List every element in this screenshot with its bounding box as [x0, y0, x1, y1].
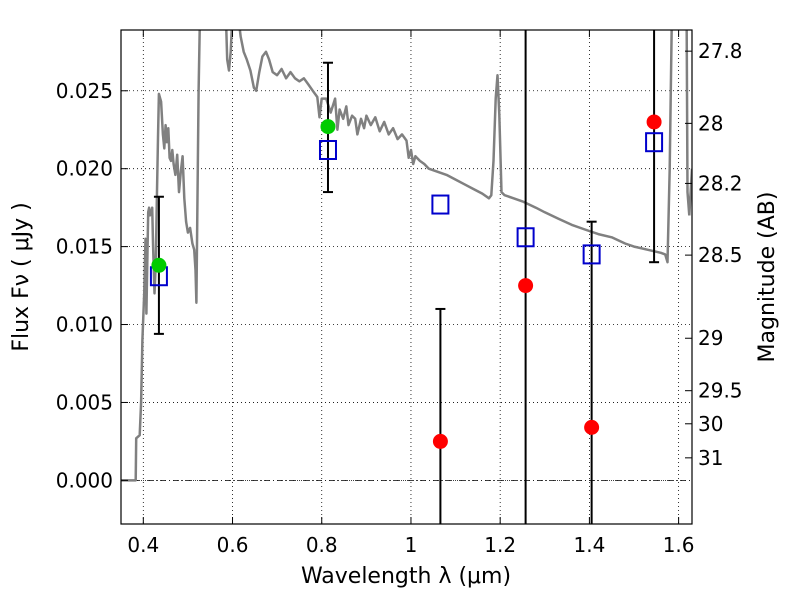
magnitude-tick-label: 31: [698, 446, 723, 470]
model-photometry-square: [318, 139, 337, 160]
y-axis-ticks: 0.000 0.005 0.010 0.015 0.020 0.025: [56, 79, 128, 492]
spectrum-line: [121, 30, 673, 482]
y-tick-label: 0.025: [56, 79, 113, 103]
y-tick-label: 0.020: [56, 157, 113, 181]
magnitude-tick-label: 28: [698, 111, 723, 135]
y-axis-label: Flux Fν ( μJy ): [9, 202, 34, 351]
y-tick-label: 0.010: [56, 313, 113, 337]
magnitude-tick-label: 30: [698, 412, 723, 436]
detection-point: [151, 257, 167, 273]
plot-frame: [120, 29, 693, 525]
y-tick-label: 0.000: [56, 468, 113, 492]
x-tick-label: 1: [405, 533, 418, 557]
magnitude-tick-label: 27.8: [698, 39, 743, 63]
x-tick-label: 1.2: [484, 533, 516, 557]
model-photometry-squares: [149, 132, 664, 287]
error-bars: [153, 30, 660, 524]
x-tick-label: 1.6: [663, 533, 695, 557]
model-photometry-square: [582, 244, 601, 265]
y-tick-label: 0.015: [56, 235, 113, 259]
magnitude-tick-label: 29.5: [698, 379, 743, 403]
model-spectrum: [121, 30, 692, 482]
non-detection-point: [646, 114, 662, 130]
magnitude-tick-label: 28.2: [698, 171, 743, 195]
y-tick-label: 0.005: [56, 390, 113, 414]
x-tick-label: 1.4: [573, 533, 605, 557]
model-photometry-square: [516, 227, 535, 248]
magnitude-tick-label: 29: [698, 326, 723, 350]
non-detection-point: [432, 433, 448, 449]
x-axis-label: Wavelength λ (μm): [301, 564, 511, 589]
x-tick-label: 0.8: [306, 533, 338, 557]
x-axis-ticks: 0.4 0.6 0.8 1 1.2 1.4 1.6: [127, 30, 695, 557]
magnitude-axis-ticks: 27.8 28 28.2 28.5 29 29.5 30 31: [685, 39, 743, 470]
detection-point: [320, 119, 336, 135]
magnitude-axis-label: Magnitude (AB): [755, 192, 780, 363]
magnitude-tick-label: 28.5: [698, 243, 743, 267]
x-tick-label: 0.4: [127, 533, 159, 557]
non-detection-point: [518, 278, 534, 294]
x-tick-label: 0.6: [217, 533, 249, 557]
model-photometry-square: [431, 194, 450, 215]
non-detection-point: [584, 419, 600, 435]
model-photometry-square: [645, 132, 664, 153]
observed-points: [151, 114, 662, 449]
spectrum-line-edge: [685, 30, 692, 216]
